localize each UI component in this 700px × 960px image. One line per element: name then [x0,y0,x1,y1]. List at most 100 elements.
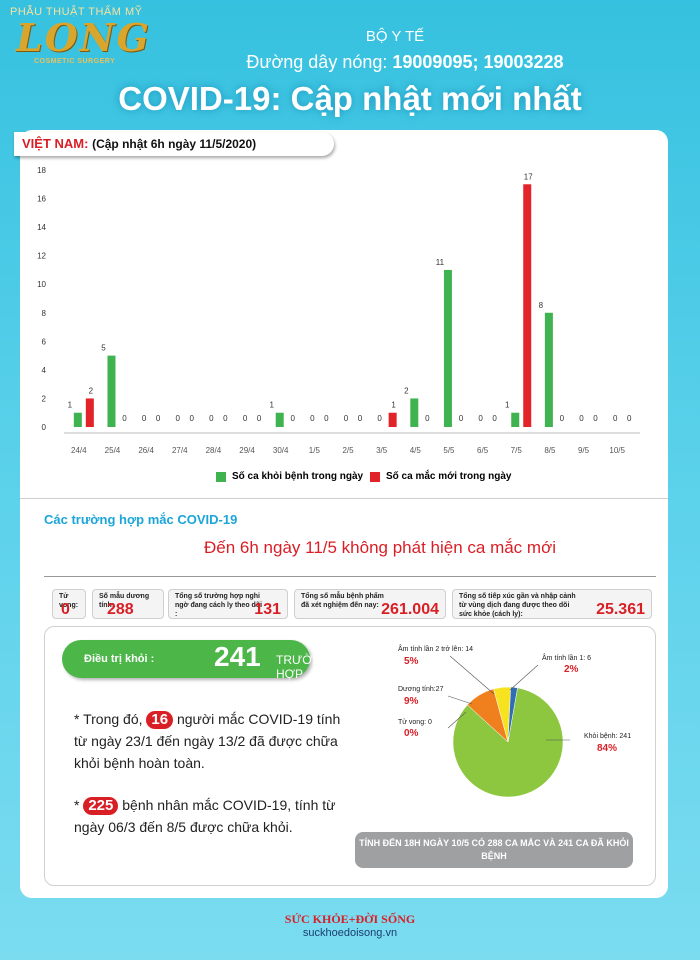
x-tick-label: 9/5 [578,446,590,455]
stat-suspected: Tổng số trường hợp nghi ngờ đang cách ly… [168,589,288,619]
bottom-note: TÍNH ĐẾN 18H NGÀY 10/5 CÓ 288 CA MẮC VÀ … [355,832,633,868]
data-label-recovered: 1 [269,401,274,410]
stat-value: 131 [254,601,281,618]
pie-label-deaths: Tử vong: 0 [398,719,432,726]
x-tick-label: 26/4 [138,446,154,455]
y-tick-label: 10 [37,280,46,289]
bar-recovered [275,412,284,427]
x-tick-label: 30/4 [273,446,289,455]
hotline-label: Đường dây nóng: [246,52,388,72]
count-badge: 225 [83,797,119,815]
data-label-new-cases: 0 [290,414,295,423]
update-label: VIỆT NAM: (Cập nhật 6h ngày 11/5/2020) [14,132,334,156]
x-tick-label: 1/5 [309,446,321,455]
data-label-new-cases: 0 [593,414,598,423]
data-label-recovered: 0 [579,414,584,423]
cases-section-title: Các trường hợp mắc COVID-19 [44,512,238,527]
stat-value: 25.361 [596,601,645,618]
stat-tests: Tổng số mẫu bệnh phẩm đã xét nghiệm đến … [294,589,446,619]
bar-recovered [544,312,553,427]
country-label: VIỆT NAM: [22,136,89,151]
bar-new-cases [85,398,94,427]
x-tick-label: 27/4 [172,446,188,455]
x-tick-label: 25/4 [105,446,121,455]
pie-pct-deaths: 0% [404,728,419,739]
data-label-new-cases: 0 [324,414,329,423]
stat-label: Tử vong: [59,593,79,609]
data-label-recovered: 0 [377,414,382,423]
y-tick-label: 6 [42,337,47,346]
note-early-recovered: * Trong đó, 16 người mắc COVID-19 tính t… [74,708,344,774]
announcement-underline [44,576,656,577]
data-label-new-cases: 0 [358,414,363,423]
section-divider [20,498,668,499]
y-tick-label: 16 [37,195,46,204]
stat-label: Tổng số mẫu bệnh phẩm đã xét nghiệm đến … [301,593,384,609]
pie-pct-neg1: 2% [564,664,579,675]
note-text: người mắc COVID-19 tính từ ngày 23/1 đến… [74,711,341,771]
pie-pct-positive: 9% [404,696,419,707]
source-url: suckhoedoisong.vn [302,927,398,939]
y-tick-label: 18 [37,166,46,175]
hotline: Đường dây nóng: 19009095; 19003228 [0,52,700,73]
source: SỨC KHỎE+ĐỜI SỐNG suckhoedoisong.vn [0,912,700,939]
pie-label-recovered: Khỏi bệnh: 241 [584,733,632,740]
stat-label: Số mẫu dương tính: [99,593,150,609]
legend-label-recovered: Số ca khỏi bệnh trong ngày [232,471,364,482]
bar-recovered [511,412,520,427]
data-label-new-cases: 0 [190,414,195,423]
stat-value: 0 [61,601,70,618]
x-tick-label: 5/5 [443,446,455,455]
hotline-numbers: 19009095; 19003228 [392,52,564,72]
x-tick-label: 3/5 [376,446,388,455]
pie-pct-recovered: 84% [597,743,618,754]
pie-label-neg1: Âm tính lần 1: 6 [542,655,592,662]
x-tick-label: 29/4 [239,446,255,455]
data-label-recovered: 11 [436,258,445,267]
announcement: Đến 6h ngày 11/5 không phát hiện ca mắc … [204,538,556,557]
pie-label-positive: Dương tính:27 [398,686,444,693]
note-text: bệnh nhân mắc COVID-19, tính từ ngày 06/… [74,797,336,835]
data-label-recovered: 5 [101,344,106,353]
stat-monitored: Tổng số tiếp xúc gần và nhập cảnh từ vùn… [452,589,652,619]
logo-brand: LONG [16,15,152,60]
update-time: (Cập nhật 6h ngày 11/5/2020) [92,137,257,151]
pie-pct-neg2: 5% [404,656,419,667]
x-tick-label: 2/5 [342,446,354,455]
data-label-recovered: 0 [310,414,315,423]
data-label-recovered: 0 [176,414,181,423]
count-badge: 16 [146,711,174,729]
data-label-recovered: 8 [539,301,544,310]
data-label-new-cases: 1 [391,401,396,410]
y-tick-label: 4 [42,366,47,375]
x-tick-label: 6/5 [477,446,489,455]
bar-recovered [73,412,82,427]
stat-value: 288 [107,601,134,618]
bar-new-cases [388,412,397,427]
data-label-recovered: 2 [404,386,409,395]
recovered-label: Điều trị khỏi : [84,653,155,665]
x-tick-label: 8/5 [544,446,556,455]
x-tick-label: 28/4 [206,446,222,455]
note-prefix: * Trong đó, [74,711,143,727]
y-tick-label: 8 [42,309,47,318]
data-label-recovered: 0 [243,414,248,423]
x-tick-label: 4/5 [410,446,422,455]
bar-recovered [443,269,452,427]
ministry-name: BỘ Y TẾ [365,28,425,45]
data-label-recovered: 1 [68,401,73,410]
stat-value: 261.004 [381,601,439,618]
data-label-new-cases: 0 [122,414,127,423]
pie-label-neg2: Âm tính lần 2 trở lên: 14 [398,646,474,653]
bar-recovered [107,355,116,427]
legend-swatch-new-cases [370,472,380,482]
y-tick-label: 14 [37,223,46,232]
data-label-new-cases: 0 [492,414,497,423]
logo: PHẪU THUẬT THẨM MỸ LONG COSMETIC SURGERY [10,6,160,84]
source-brand: SỨC KHỎE+ĐỜI SỐNG [284,912,416,926]
note-later-recovered: * 225 bệnh nhân mắc COVID-19, tính từ ng… [74,794,344,838]
stat-label: Tổng số trường hợp nghi ngờ đang cách ly… [175,593,263,618]
bar-recovered [410,398,419,427]
data-label-recovered: 0 [344,414,349,423]
